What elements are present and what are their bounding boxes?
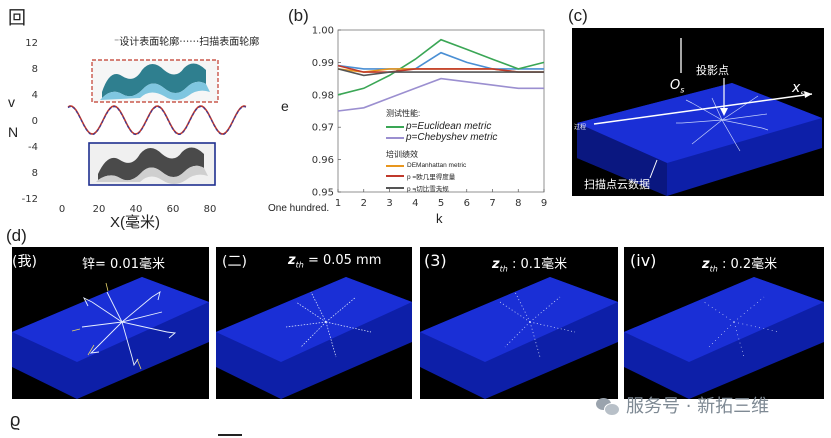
proj-label: 投影点 [696,64,729,77]
b-xtick-label: 4 [412,198,418,209]
subpanel-1-prefix: (我) [12,254,37,270]
a-ytick-label: 12 [25,38,38,49]
a-xtick-label: 40 [130,204,143,215]
subpanel-4-prefix: (iv) [630,251,657,270]
panel-a-ylabel-top: v [8,94,15,110]
b-ytick-label: 0.99 [312,58,334,69]
b-ytick-label: 1.00 [312,26,334,37]
point-cloud-1 [12,277,209,399]
b-ytick-label: 0.98 [312,90,334,101]
series-line-2 [337,77,544,112]
subpanel-2-prefix: (二) [222,254,247,270]
a-xtick-label: 20 [93,204,106,215]
legend-item-euclid: p=Euclidean metric [386,121,536,132]
side-label: 过程 [574,124,587,131]
a-ytick-label: -4 [28,142,38,153]
panel-a-ylabel-bottom: N [8,124,19,140]
a-ytick-label: 4 [32,90,38,101]
panel-a-xlabel: X(毫米) [110,214,160,231]
b-xtick-label: 1 [335,198,341,209]
panel-a-legend: ⁻设计表面轮廓⋯⋯扫描表面轮廓 [114,37,260,48]
legend-title-test: 测试性能: [386,109,421,118]
a-xtick-label: 0 [59,204,65,215]
point-cloud-3 [420,277,618,399]
b-xtick-label: 3 [386,198,392,209]
b-xtick-label: 6 [464,198,470,209]
panel-c-label: (c) [568,6,588,25]
wechat-icon [596,396,620,416]
subpanel-1-text: 锌= 0.01毫米 [82,257,165,272]
subpanel-1: (我) 锌= 0.01毫米 [12,247,209,399]
series-line-0 [337,51,544,70]
point-cloud-2 [216,277,412,399]
b-xtick-label: 7 [489,198,495,209]
x-axis-label: xs [792,80,805,98]
b-ytick-label: 0.95 [312,188,334,199]
series-line-4 [337,64,544,73]
a-xtick-label: 80 [204,204,217,215]
point-cloud-4 [624,277,824,399]
a-ytick-label: -12 [22,194,38,205]
series-line-1 [337,38,545,96]
panel-b-chart: 0.95 0.96 0.97 0.98 0.99 1.00 1 2 3 4 5 6 7 8 9 [312,26,547,210]
panel-e-label: ϱ [10,410,21,430]
panel-d-label: (d) [6,226,27,245]
design-profile-line [67,105,247,135]
design-surface-inset [91,59,219,103]
subpanel-3: (3) zth : 0.1毫米 [420,247,618,399]
a-ytick-label: 8 [32,168,38,179]
b-xtick-label: 5 [438,198,444,209]
panel-b-legend: 测试性能: p=Euclidean metric p=Chebyshev met… [386,108,536,193]
origin-label: Os [670,78,685,95]
legend-title-train: 培训绩效 [386,150,418,159]
a-xtick-label: 60 [167,204,180,215]
b-xtick-label: 9 [541,198,547,209]
panel-b-xlabel: k [436,211,443,226]
panel-b-label: (b) [288,6,309,25]
subpanel-4: (iv) zth : 0.2毫米 [624,247,824,399]
legend-item-manhattan: DEManhattan metric [386,162,536,169]
a-ytick-label: 8 [32,64,38,75]
subpanel-2: (二) zth = 0.05 mm [216,247,412,399]
panel-c-image: 投影点 Os xs 扫描点云数据 过程 [572,28,824,196]
panel-a-label: 回 [8,8,26,28]
panel-b-ylabel: e [281,98,289,114]
b-ytick-label: 0.97 [312,123,334,134]
subpanel-3-text: zth : 0.1毫米 [492,257,568,274]
scan-surface-inset [88,142,216,186]
scan-profile-line [67,106,247,136]
panel-e-bar [218,434,242,436]
subpanel-3-prefix: (3) [424,251,447,270]
a-ytick-label: 0 [32,116,38,127]
point-cloud-3d [577,38,822,196]
b-xtick-label: 2 [361,198,367,209]
subpanel-4-text: zth : 0.2毫米 [702,257,778,274]
cloud-label: 扫描点云数据 [584,178,650,191]
b-ytick-label: 0.96 [312,155,334,166]
panel-b-extra-tick: One hundred. [268,203,330,214]
subpanel-2-text: zth = 0.05 mm [288,253,382,270]
legend-item-euclid-train: p =欧几里得度量 [386,171,536,181]
legend-item-cheby: p=Chebyshev metric [386,132,536,143]
legend-item-cheby-train: p =切比雪夫规 [386,183,536,193]
series-line-5 [337,68,544,77]
watermark: 服务号 · 新拓三维 [596,392,769,418]
b-xtick-label: 8 [515,198,521,209]
